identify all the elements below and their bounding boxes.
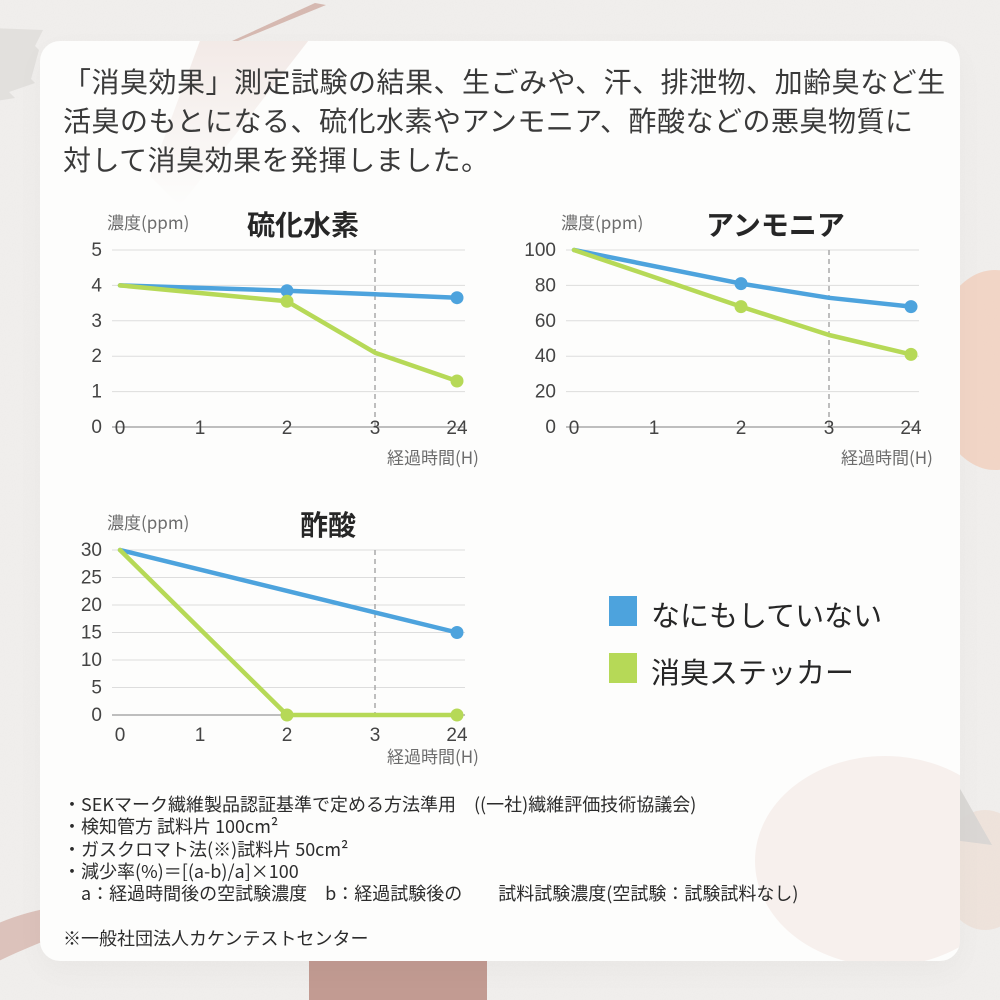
svg-text:15: 15 bbox=[81, 623, 102, 644]
svg-text:2: 2 bbox=[736, 418, 747, 439]
svg-text:60: 60 bbox=[535, 311, 556, 332]
svg-text:40: 40 bbox=[535, 346, 556, 367]
svg-text:2: 2 bbox=[282, 418, 293, 439]
svg-text:0: 0 bbox=[569, 418, 580, 439]
svg-text:1: 1 bbox=[195, 418, 206, 439]
svg-text:0: 0 bbox=[115, 418, 126, 439]
svg-text:25: 25 bbox=[81, 568, 102, 589]
svg-text:3: 3 bbox=[824, 418, 835, 439]
svg-text:1: 1 bbox=[195, 725, 206, 746]
svg-text:5: 5 bbox=[91, 240, 102, 261]
svg-text:5: 5 bbox=[91, 678, 102, 699]
svg-text:3: 3 bbox=[370, 418, 381, 439]
svg-text:2: 2 bbox=[91, 346, 102, 367]
svg-text:3: 3 bbox=[370, 725, 381, 746]
svg-text:0: 0 bbox=[91, 705, 102, 726]
svg-text:20: 20 bbox=[535, 382, 556, 403]
svg-text:0: 0 bbox=[545, 417, 556, 438]
svg-text:24: 24 bbox=[900, 418, 922, 439]
svg-text:4: 4 bbox=[91, 275, 102, 296]
svg-text:3: 3 bbox=[91, 311, 102, 332]
svg-text:0: 0 bbox=[115, 725, 126, 746]
svg-text:20: 20 bbox=[81, 595, 102, 616]
svg-text:10: 10 bbox=[81, 650, 102, 671]
svg-text:30: 30 bbox=[81, 540, 102, 561]
svg-text:100: 100 bbox=[524, 240, 556, 261]
svg-text:0: 0 bbox=[91, 417, 102, 438]
svg-text:80: 80 bbox=[535, 275, 556, 296]
svg-text:24: 24 bbox=[446, 418, 468, 439]
svg-text:1: 1 bbox=[649, 418, 660, 439]
svg-text:1: 1 bbox=[91, 382, 102, 403]
svg-text:2: 2 bbox=[282, 725, 293, 746]
